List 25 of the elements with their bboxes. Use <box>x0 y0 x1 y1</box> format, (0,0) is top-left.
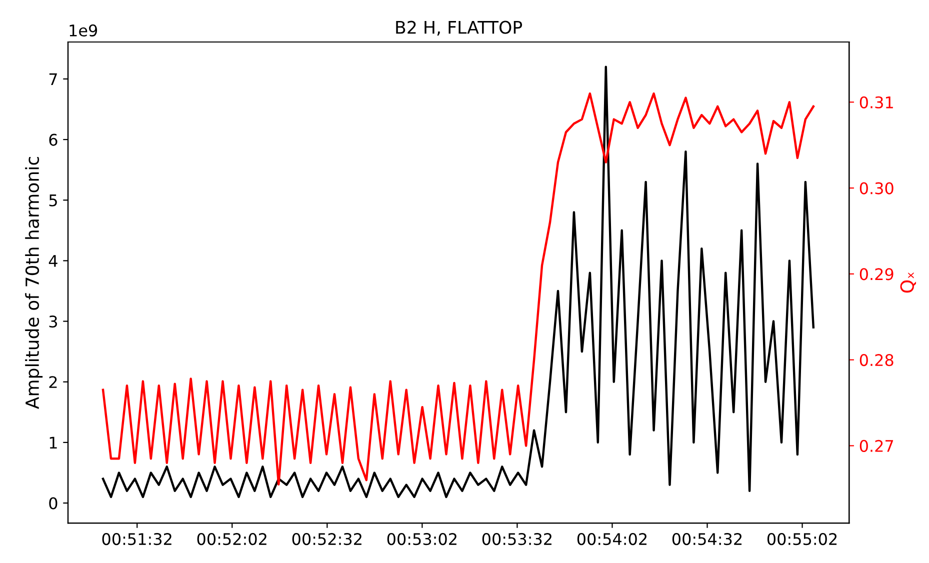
y-tick-label: 2 <box>49 376 57 388</box>
y2-tick-label: 0.29 <box>860 268 894 280</box>
y-tick-label: 7 <box>49 73 57 86</box>
y-tick-label: 4 <box>48 255 58 267</box>
x-tick-label: 00:55:02 <box>767 533 837 546</box>
y-axis-title: Amplitude of 70th harmonic <box>25 156 43 410</box>
y2-axis-title: Qₓ <box>900 272 916 293</box>
chart-title: B2 H, FLATTOP <box>396 20 522 36</box>
y2-tick-label: 0.28 <box>860 354 894 366</box>
y-tick-label: 0 <box>49 497 58 510</box>
y-tick-label: 6 <box>49 134 58 146</box>
text: 1e9 <box>70 24 98 36</box>
x-tick-label: 00:53:02 <box>387 533 456 546</box>
y-tick-label: 1 <box>50 436 57 449</box>
x-tick-label: 00:52:02 <box>197 533 266 546</box>
y2-tick-label: 0.30 <box>860 182 894 194</box>
y-tick-label: 3 <box>49 316 57 328</box>
x-tick-label: 00:51:32 <box>102 533 172 546</box>
x-tick-label: 00:53:32 <box>482 533 552 546</box>
x-tick-label: 00:54:32 <box>672 533 742 546</box>
x-tick-label: 00:54:02 <box>577 533 646 546</box>
y-tick-label: 5 <box>49 194 57 206</box>
x-tick-label: 00:52:32 <box>292 533 362 546</box>
y2-tick-label: 0.27 <box>860 440 894 452</box>
y2-tick-label: 0.31 <box>860 96 893 108</box>
